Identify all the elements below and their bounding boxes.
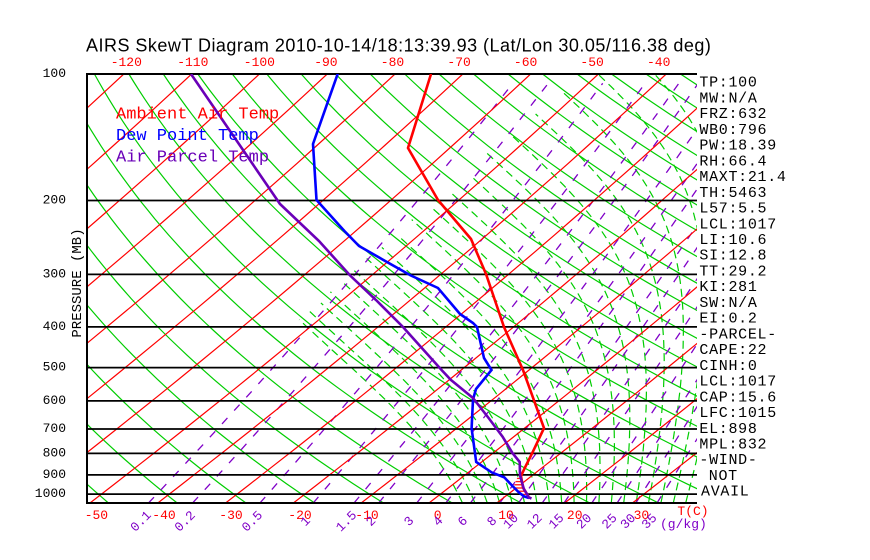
svg-text:AIRS SkewT Diagram 2010-10-14/: AIRS SkewT Diagram 2010-10-14/18:13:39.9… <box>86 36 711 56</box>
svg-text:AVAIL: AVAIL <box>701 484 749 501</box>
svg-text:-PARCEL-: -PARCEL- <box>699 326 777 343</box>
svg-text:-WIND-: -WIND- <box>699 452 757 469</box>
svg-text:30: 30 <box>634 508 650 523</box>
svg-text:PRESSURE (MB): PRESSURE (MB) <box>70 228 86 337</box>
svg-text:800: 800 <box>43 445 66 460</box>
svg-text:FRZ:632: FRZ:632 <box>699 106 767 123</box>
svg-text:MW:N/A: MW:N/A <box>699 90 757 107</box>
svg-text:NOT: NOT <box>709 468 738 485</box>
svg-text:CINH:0: CINH:0 <box>699 358 757 375</box>
svg-text:Air Parcel Temp: Air Parcel Temp <box>116 149 269 168</box>
svg-text:100: 100 <box>43 66 66 81</box>
svg-text:-50: -50 <box>85 508 108 523</box>
svg-text:300: 300 <box>43 266 66 281</box>
svg-text:RH:66.4: RH:66.4 <box>699 153 767 170</box>
svg-text:Dew Point Temp: Dew Point Temp <box>116 127 259 146</box>
svg-text:-70: -70 <box>447 55 470 70</box>
svg-text:-50: -50 <box>580 55 603 70</box>
svg-text:L57:5.5: L57:5.5 <box>699 201 767 218</box>
svg-text:SW:N/A: SW:N/A <box>699 295 757 312</box>
svg-text:-120: -120 <box>111 55 142 70</box>
svg-text:-60: -60 <box>514 55 537 70</box>
svg-text:EI:0.2: EI:0.2 <box>699 311 757 328</box>
svg-text:-90: -90 <box>314 55 337 70</box>
svg-text:CAPE:22: CAPE:22 <box>699 342 767 359</box>
svg-text:-40: -40 <box>152 508 175 523</box>
svg-text:LI:10.6: LI:10.6 <box>699 232 767 249</box>
svg-text:20: 20 <box>567 508 583 523</box>
svg-text:(g/kg): (g/kg) <box>660 517 707 532</box>
svg-text:TT:29.2: TT:29.2 <box>699 264 767 281</box>
svg-text:Ambient Air Temp: Ambient Air Temp <box>116 106 279 125</box>
svg-text:MPL:832: MPL:832 <box>699 437 767 454</box>
svg-text:500: 500 <box>43 360 66 375</box>
svg-text:-100: -100 <box>244 55 275 70</box>
svg-text:10: 10 <box>498 508 514 523</box>
svg-text:700: 700 <box>43 421 66 436</box>
svg-text:400: 400 <box>43 319 66 334</box>
svg-text:200: 200 <box>43 193 66 208</box>
svg-text:EL:898: EL:898 <box>699 421 757 438</box>
svg-text:0: 0 <box>434 508 442 523</box>
svg-text:1000: 1000 <box>35 486 66 501</box>
svg-text:LFC:1015: LFC:1015 <box>699 405 777 422</box>
svg-text:CAP:15.6: CAP:15.6 <box>699 389 777 406</box>
svg-text:LCL:1017: LCL:1017 <box>699 374 777 391</box>
svg-text:-80: -80 <box>381 55 404 70</box>
svg-text:-30: -30 <box>219 508 242 523</box>
svg-text:TP:100: TP:100 <box>699 75 757 92</box>
svg-text:KI:281: KI:281 <box>699 279 757 296</box>
svg-text:MAXT:21.4: MAXT:21.4 <box>699 169 786 186</box>
svg-text:PW:18.39: PW:18.39 <box>699 138 777 155</box>
svg-text:-10: -10 <box>355 508 378 523</box>
svg-text:-20: -20 <box>288 508 311 523</box>
svg-text:-110: -110 <box>177 55 208 70</box>
svg-text:TH:5463: TH:5463 <box>699 185 767 202</box>
svg-text:SI:12.8: SI:12.8 <box>699 248 767 265</box>
svg-text:600: 600 <box>43 393 66 408</box>
svg-text:900: 900 <box>43 467 66 482</box>
svg-text:T(C): T(C) <box>677 504 708 519</box>
svg-text:LCL:1017: LCL:1017 <box>699 216 777 233</box>
svg-text:WB0:796: WB0:796 <box>699 122 767 139</box>
svg-text:-40: -40 <box>647 55 670 70</box>
